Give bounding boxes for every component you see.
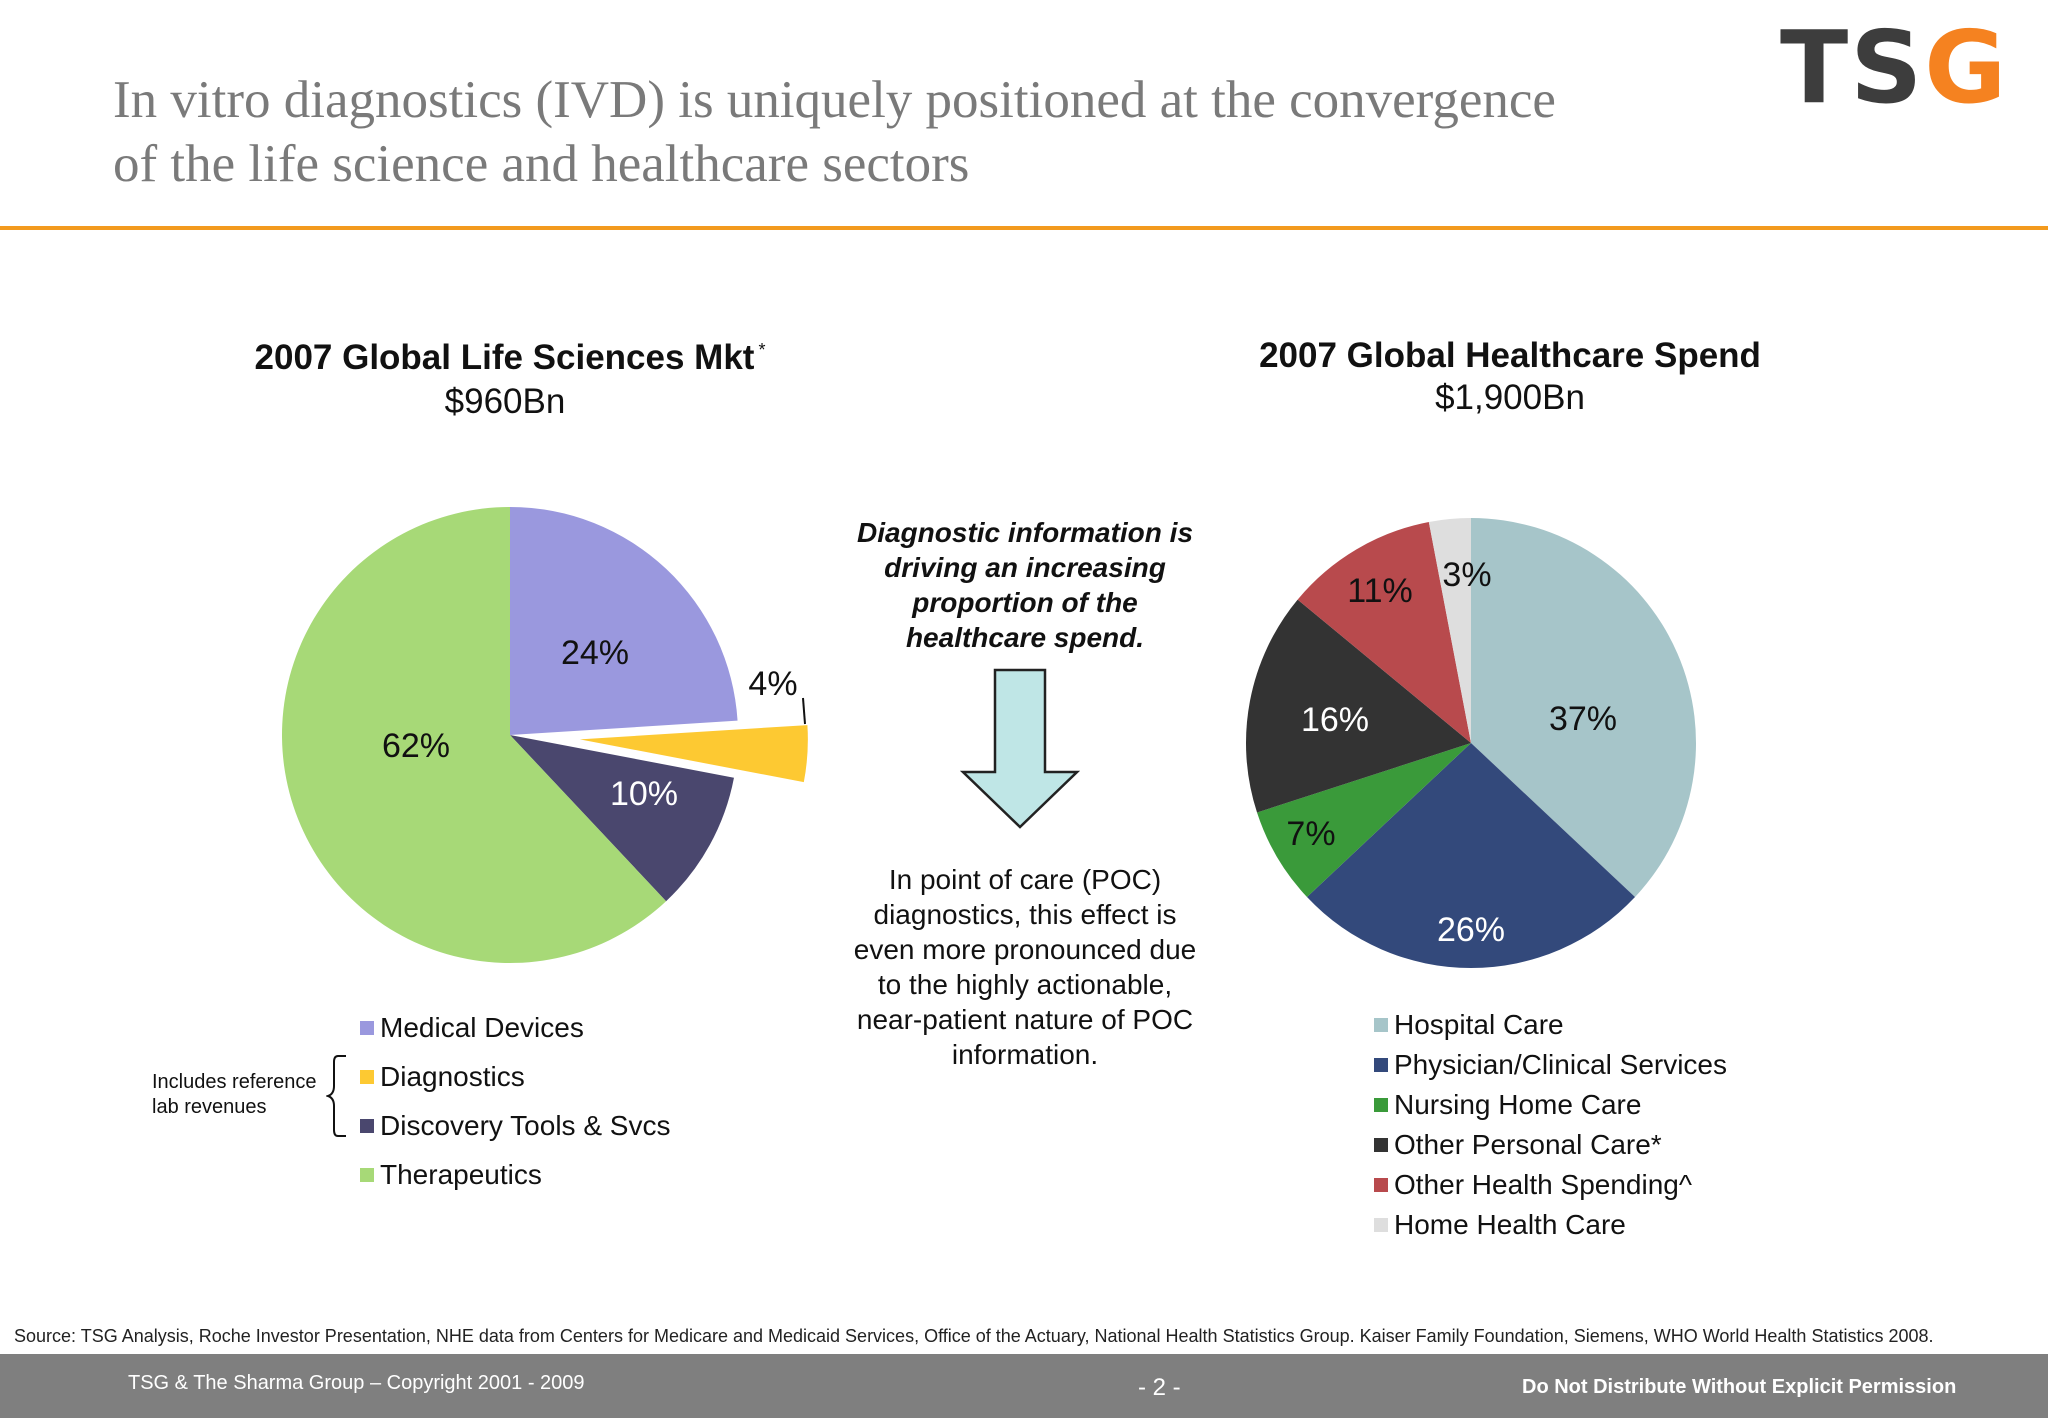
legend-item-other-personal-care: Other Personal Care* xyxy=(1374,1125,1727,1165)
legend-label: Diagnostics xyxy=(380,1060,525,1092)
logo-accent-text: G xyxy=(1924,9,2009,126)
pie-slice-home-health-care xyxy=(1428,518,1471,743)
life-sciences-chart-title: 2007 Global Life Sciences Mkt * xyxy=(190,338,830,378)
pie-label-diagnostics: 4% xyxy=(748,665,797,703)
legend-label: Medical Devices xyxy=(380,1011,584,1043)
legend-item-physician-clinical: Physician/Clinical Services xyxy=(1374,1045,1727,1085)
bracket-note: Includes reference lab revenues xyxy=(152,1070,317,1120)
bracket-note-line: Includes reference xyxy=(152,1071,317,1093)
down-arrow-icon xyxy=(960,668,1080,829)
tsg-logo: TSG xyxy=(1780,18,2008,118)
legend-label: Physician/Clinical Services xyxy=(1394,1049,1728,1080)
legend-item-therapeutics: Therapeutics xyxy=(360,1150,670,1199)
legend-swatch xyxy=(360,1167,374,1182)
legend-label: Therapeutics xyxy=(380,1158,542,1190)
legend-label: Home Health Care xyxy=(1394,1209,1626,1240)
pie-label-home-health-care: 3% xyxy=(1442,556,1491,594)
poc-line: even more pronounced due xyxy=(853,934,1197,965)
poc-explanation: In point of care (POC) diagnostics, this… xyxy=(820,862,1230,1072)
legend-item-diagnostics: Diagnostics xyxy=(360,1052,670,1101)
callout-line: proportion of the xyxy=(912,587,1138,618)
legend-item-nursing-home: Nursing Home Care xyxy=(1374,1085,1727,1125)
pie-label-other-health-spending: 11% xyxy=(1347,572,1413,610)
healthcare-chart-title: 2007 Global Healthcare Spend xyxy=(1259,336,1761,375)
legend-label: Other Personal Care* xyxy=(1394,1129,1662,1160)
logo-text: TS xyxy=(1780,9,1925,126)
pie-label-discovery-tools-svcs: 10% xyxy=(610,775,678,813)
pie-label-hospital-care: 37% xyxy=(1549,700,1617,738)
diagnostics-leader-line xyxy=(802,697,806,725)
pie-label-physician-clinical-services: 26% xyxy=(1437,911,1505,949)
life-sciences-chart-subtitle: $960Bn xyxy=(444,382,566,421)
pie-slice-hospital-care xyxy=(1471,518,1696,898)
callout-line: Diagnostic information is xyxy=(856,517,1194,548)
legend-label: Discovery Tools & Svcs xyxy=(380,1109,671,1141)
callout-line: driving an increasing xyxy=(884,552,1166,583)
pie-slice-diagnostics xyxy=(579,725,808,783)
poc-line: to the highly actionable, xyxy=(877,969,1173,1000)
pie-slice-medical-devices xyxy=(510,507,738,735)
footer-copyright: TSG & The Sharma Group – Copyright 2001 … xyxy=(128,1372,585,1394)
header-divider xyxy=(0,226,2048,230)
life-sciences-title-text: 2007 Global Life Sciences Mkt xyxy=(254,338,755,377)
bracket-note-line: lab revenues xyxy=(152,1096,267,1118)
pie-slice-therapeutics xyxy=(281,507,667,963)
pie-label-therapeutics: 62% xyxy=(382,727,450,765)
legend-swatch xyxy=(1374,1218,1388,1232)
legend-item-discovery-tools: Discovery Tools & Svcs xyxy=(360,1101,670,1150)
page-title-line2: of the life science and healthcare secto… xyxy=(113,135,970,193)
legend-label: Hospital Care xyxy=(1394,1009,1564,1040)
page-title: In vitro diagnostics (IVD) is uniquely p… xyxy=(113,68,1713,196)
footer-notice: Do Not Distribute Without Explicit Permi… xyxy=(1522,1376,1957,1398)
pie-slice-nursing-home-care xyxy=(1257,743,1471,898)
poc-line: In point of care (POC) xyxy=(888,864,1162,895)
poc-line: diagnostics, this effect is xyxy=(873,899,1177,930)
life-sciences-title-marker: * xyxy=(758,340,766,361)
legend-item-home-health-care: Home Health Care xyxy=(1374,1205,1727,1245)
legend-swatch xyxy=(1374,1138,1388,1152)
healthcare-legend: Hospital Care Physician/Clinical Service… xyxy=(1374,1005,1727,1245)
diagnostic-callout: Diagnostic information is driving an inc… xyxy=(820,515,1230,655)
pie-slice-discovery-tools-svcs xyxy=(510,735,734,902)
pie-label-other-personal-care: 16% xyxy=(1301,701,1369,739)
pie-label-medical-devices: 24% xyxy=(561,634,629,672)
legend-item-other-health-spending: Other Health Spending^ xyxy=(1374,1165,1727,1205)
life-sciences-legend: Medical Devices Diagnostics Discovery To… xyxy=(360,1003,670,1199)
legend-swatch xyxy=(1374,1098,1388,1112)
legend-label: Other Health Spending^ xyxy=(1394,1169,1692,1200)
legend-swatch xyxy=(360,1118,374,1133)
pie-slice-physician-clinical-services xyxy=(1306,743,1636,968)
healthcare-chart-subtitle: $1,900Bn xyxy=(1435,378,1585,417)
callout-line: healthcare spend. xyxy=(905,622,1145,653)
legend-swatch xyxy=(1374,1058,1388,1072)
legend-item-hospital-care: Hospital Care xyxy=(1374,1005,1727,1045)
page-title-line1: In vitro diagnostics (IVD) is uniquely p… xyxy=(113,71,1556,129)
pie-label-nursing-home-care: 7% xyxy=(1286,815,1335,853)
footer-page-number: - 2 - xyxy=(1138,1374,1181,1401)
pie-slice-other-personal-care xyxy=(1246,599,1471,813)
legend-swatch xyxy=(360,1069,374,1084)
legend-swatch xyxy=(360,1020,374,1035)
legend-item-medical-devices: Medical Devices xyxy=(360,1003,670,1052)
legend-swatch xyxy=(1374,1178,1388,1192)
healthcare-pie-chart: 37% 26% 7% 16% 11% 3% xyxy=(1246,518,1696,968)
bracket-icon xyxy=(326,1055,346,1137)
legend-swatch xyxy=(1374,1018,1388,1032)
pie-slice-other-health-spending xyxy=(1297,521,1471,743)
legend-label: Nursing Home Care xyxy=(1394,1089,1642,1120)
poc-line: near-patient nature of POC xyxy=(856,1004,1194,1035)
source-note: Source: TSG Analysis, Roche Investor Pre… xyxy=(14,1326,1934,1346)
poc-line: information. xyxy=(951,1039,1099,1070)
life-sciences-pie-chart: 24% 4% 10% 62% xyxy=(281,507,808,963)
footer-bar: TSG & The Sharma Group – Copyright 2001 … xyxy=(0,1354,2048,1418)
